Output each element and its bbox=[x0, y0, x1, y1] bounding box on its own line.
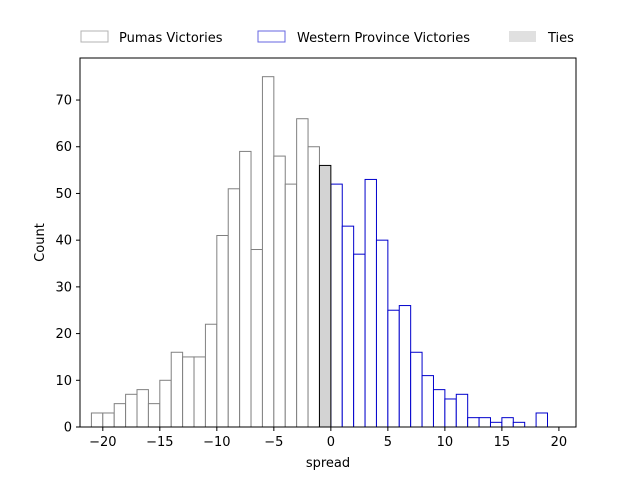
y-tick-label: 70 bbox=[55, 94, 72, 109]
bar-western-province-victories-5 bbox=[387, 309, 400, 428]
y-tick-label: 20 bbox=[55, 327, 72, 342]
bar-pumas-victories-4 bbox=[136, 389, 149, 428]
bar-pumas-victories-0 bbox=[90, 412, 104, 428]
bar-pumas-victories-2 bbox=[113, 403, 127, 428]
y-tick-label: 10 bbox=[55, 374, 72, 389]
bar-pumas-victories-17 bbox=[284, 183, 298, 428]
x-tick-label: 15 bbox=[494, 435, 511, 450]
x-tick-label: 0 bbox=[327, 435, 335, 450]
bar-pumas-victories-7 bbox=[170, 351, 184, 428]
bar-western-province-victories-7 bbox=[410, 351, 423, 428]
bar-western-province-victories-10 bbox=[444, 398, 457, 428]
bar-pumas-victories-9 bbox=[193, 356, 206, 428]
y-tick-label: 30 bbox=[55, 280, 72, 295]
bar-pumas-victories-16 bbox=[273, 155, 286, 428]
bar-western-province-victories-12 bbox=[467, 417, 480, 428]
bar-western-province-victories-9 bbox=[432, 389, 446, 428]
bar-western-province-victories-3 bbox=[364, 178, 377, 428]
legend-label-pumas: Pumas Victories bbox=[119, 31, 223, 46]
bar-western-province-victories-13 bbox=[478, 417, 491, 428]
bar-western-province-victories-11 bbox=[455, 393, 469, 428]
bar-pumas-victories-5 bbox=[147, 403, 161, 428]
y-axis-ticks: 0 10 20 30 40 50 60 70 bbox=[55, 94, 80, 436]
bars-group bbox=[90, 76, 548, 428]
x-tick-label: −5 bbox=[264, 435, 283, 450]
bar-pumas-victories-18 bbox=[296, 118, 309, 428]
bar-pumas-victories-14 bbox=[250, 249, 263, 428]
x-tick-label: 20 bbox=[551, 435, 568, 450]
bar-western-province-victories-4 bbox=[375, 239, 389, 428]
bar-western-province-victories-17 bbox=[535, 412, 548, 428]
legend: Pumas Victories Western Province Victori… bbox=[80, 30, 574, 46]
bar-ties-0 bbox=[318, 164, 332, 428]
bar-pumas-victories-1 bbox=[102, 412, 115, 428]
x-tick-label: 5 bbox=[384, 435, 392, 450]
bar-western-province-victories-6 bbox=[398, 305, 412, 428]
bar-pumas-victories-19 bbox=[307, 146, 320, 428]
legend-label-ties: Ties bbox=[547, 31, 574, 46]
bar-pumas-victories-3 bbox=[125, 393, 138, 428]
bar-western-province-victories-15 bbox=[501, 417, 514, 428]
y-tick-label: 0 bbox=[64, 421, 72, 436]
plot-frame bbox=[79, 57, 577, 428]
x-tick-label: −10 bbox=[203, 435, 230, 450]
bar-pumas-victories-12 bbox=[227, 188, 241, 428]
bar-pumas-victories-6 bbox=[159, 379, 172, 428]
x-axis-label: spread bbox=[306, 456, 350, 471]
bar-western-province-victories-0 bbox=[330, 183, 343, 428]
x-tick-label: 10 bbox=[437, 435, 454, 450]
legend-swatch-pumas bbox=[80, 30, 109, 43]
x-axis-ticks: −20 −15 −10 −5 0 5 10 15 20 bbox=[89, 427, 567, 450]
y-axis-label: Count bbox=[33, 223, 48, 262]
bar-western-province-victories-16 bbox=[512, 421, 526, 428]
y-tick-label: 50 bbox=[55, 187, 72, 202]
bar-pumas-victories-15 bbox=[261, 76, 275, 428]
bar-pumas-victories-11 bbox=[216, 234, 229, 428]
bar-western-province-victories-1 bbox=[341, 225, 355, 428]
bar-western-province-victories-2 bbox=[353, 253, 366, 428]
bar-western-province-victories-14 bbox=[489, 421, 503, 428]
x-tick-label: −15 bbox=[146, 435, 173, 450]
legend-swatch-western-province bbox=[257, 30, 286, 43]
bar-western-province-victories-8 bbox=[421, 375, 434, 428]
bar-pumas-victories-8 bbox=[182, 356, 195, 428]
legend-swatch-ties bbox=[509, 31, 536, 42]
y-tick-label: 40 bbox=[55, 234, 72, 249]
x-tick-label: −20 bbox=[89, 435, 116, 450]
bar-pumas-victories-13 bbox=[239, 150, 252, 428]
legend-label-western-province: Western Province Victories bbox=[297, 31, 470, 46]
bar-pumas-victories-10 bbox=[204, 323, 218, 428]
y-tick-label: 60 bbox=[55, 140, 72, 155]
